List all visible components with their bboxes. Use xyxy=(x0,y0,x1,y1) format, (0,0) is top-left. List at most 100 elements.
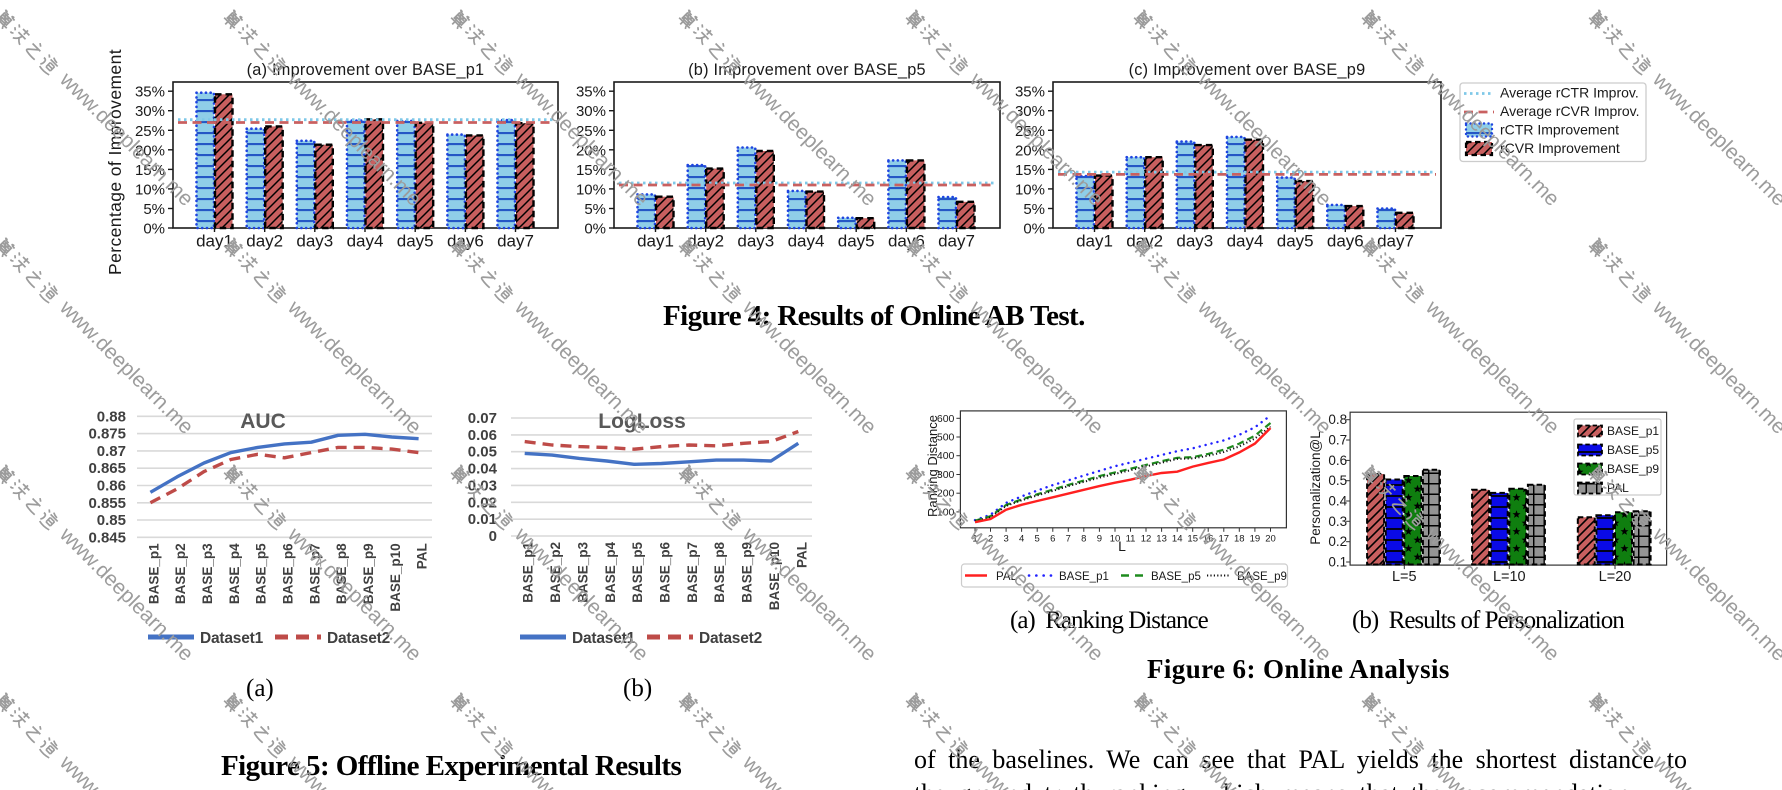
svg-text:BASE_p10: BASE_p10 xyxy=(767,542,782,610)
svg-text:PAL: PAL xyxy=(996,571,1017,583)
svg-text:600: 600 xyxy=(937,413,955,425)
svg-text:15: 15 xyxy=(1187,533,1198,544)
svg-text:BASE_p9: BASE_p9 xyxy=(361,543,376,604)
svg-text:day3: day3 xyxy=(737,232,774,251)
svg-text:0.7: 0.7 xyxy=(1328,433,1347,448)
svg-text:www.deeplearn.me: www.deeplearn.me xyxy=(737,523,880,666)
svg-text:15%: 15% xyxy=(135,162,165,179)
svg-text:0%: 0% xyxy=(1023,221,1045,238)
svg-text:BASE_p3: BASE_p3 xyxy=(200,543,215,604)
svg-text:www.deeplearn.me: www.deeplearn.me xyxy=(1647,296,1782,439)
svg-text:0.1: 0.1 xyxy=(1328,555,1347,570)
svg-text:(b) Improvement over BASE_p5: (b) Improvement over BASE_p5 xyxy=(688,61,926,79)
svg-text:L=5: L=5 xyxy=(1392,569,1417,585)
svg-text:BASE_p10: BASE_p10 xyxy=(388,543,403,611)
svg-text:0: 0 xyxy=(489,528,497,545)
svg-text:12: 12 xyxy=(1141,533,1152,544)
svg-text:Dataset2: Dataset2 xyxy=(699,630,762,647)
svg-text:BASE_p1: BASE_p1 xyxy=(521,542,536,603)
svg-text:0.5: 0.5 xyxy=(1328,473,1347,488)
svg-text:L=10: L=10 xyxy=(1493,569,1526,585)
svg-text:Dataset1: Dataset1 xyxy=(200,630,264,647)
svg-text:400: 400 xyxy=(937,450,955,462)
svg-text:35%: 35% xyxy=(1015,84,1045,101)
svg-text:18: 18 xyxy=(1234,533,1245,544)
svg-text:www.deeplearn.me: www.deeplearn.me xyxy=(964,68,1107,211)
svg-text:3: 3 xyxy=(1003,533,1008,544)
svg-text:15%: 15% xyxy=(576,162,606,179)
svg-text:L=20: L=20 xyxy=(1599,569,1632,585)
svg-text:BASE_p7: BASE_p7 xyxy=(685,542,700,603)
svg-text:www.deeplearn.me: www.deeplearn.me xyxy=(509,523,652,666)
svg-text:day6: day6 xyxy=(1327,232,1364,251)
svg-text:0.865: 0.865 xyxy=(88,460,126,477)
svg-text:www.deeplearn.me: www.deeplearn.me xyxy=(1420,523,1563,666)
svg-text:www.deeplearn.me: www.deeplearn.me xyxy=(282,68,425,211)
svg-text:day4: day4 xyxy=(347,232,384,251)
svg-text:day5: day5 xyxy=(397,232,434,251)
svg-text:BASE_p5: BASE_p5 xyxy=(254,543,269,604)
svg-text:10%: 10% xyxy=(135,181,165,198)
svg-text:0.04: 0.04 xyxy=(468,461,498,478)
svg-text:25%: 25% xyxy=(135,123,165,140)
svg-text:day7: day7 xyxy=(938,232,975,251)
svg-text:BASE_p4: BASE_p4 xyxy=(603,542,618,603)
svg-text:www.deeplearn.me: www.deeplearn.me xyxy=(54,296,197,439)
svg-text:BASE_p1: BASE_p1 xyxy=(1059,571,1109,583)
svg-text:BASE_p9: BASE_p9 xyxy=(740,542,755,603)
svg-text:www.deeplearn.me: www.deeplearn.me xyxy=(54,523,197,666)
svg-text:BASE_p8: BASE_p8 xyxy=(712,542,727,603)
svg-text:www.deeplearn.me: www.deeplearn.me xyxy=(282,523,425,666)
svg-text:500: 500 xyxy=(937,432,955,444)
svg-text:15%: 15% xyxy=(1015,162,1045,179)
svg-text:day1: day1 xyxy=(196,232,233,251)
svg-text:(a) Improvement over BASE_p1: (a) Improvement over BASE_p1 xyxy=(247,61,485,79)
svg-text:BASE_p5: BASE_p5 xyxy=(1607,443,1659,457)
svg-text:BASE_p6: BASE_p6 xyxy=(281,543,296,604)
svg-text:www.deeplearn.me: www.deeplearn.me xyxy=(1420,68,1563,211)
svg-text:17: 17 xyxy=(1219,533,1230,544)
svg-text:LogLoss: LogLoss xyxy=(598,410,686,433)
svg-text:35%: 35% xyxy=(576,84,606,101)
svg-text:0.4: 0.4 xyxy=(1328,494,1347,509)
svg-text:20%: 20% xyxy=(135,142,165,159)
svg-text:BASE_p2: BASE_p2 xyxy=(173,543,188,604)
svg-text:BASE_p4: BASE_p4 xyxy=(227,543,242,604)
svg-text:day7: day7 xyxy=(497,232,534,251)
svg-text:6: 6 xyxy=(1050,533,1055,544)
svg-text:day3: day3 xyxy=(296,232,333,251)
svg-text:5%: 5% xyxy=(1023,201,1045,218)
svg-text:day4: day4 xyxy=(1227,232,1264,251)
svg-text:PAL: PAL xyxy=(415,543,430,569)
svg-text:www.deeplearn.me: www.deeplearn.me xyxy=(1192,751,1335,790)
svg-text:0.87: 0.87 xyxy=(97,443,126,460)
svg-text:www.deeplearn.me: www.deeplearn.me xyxy=(1647,523,1782,666)
svg-text:BASE_p3: BASE_p3 xyxy=(575,542,590,603)
svg-text:0.05: 0.05 xyxy=(468,444,497,461)
svg-text:25%: 25% xyxy=(1015,123,1045,140)
svg-text:7: 7 xyxy=(1066,533,1071,544)
svg-text:day7: day7 xyxy=(1377,232,1414,251)
svg-text:30%: 30% xyxy=(135,103,165,120)
svg-text:1: 1 xyxy=(972,533,977,544)
svg-text:Dataset1: Dataset1 xyxy=(572,630,636,647)
svg-text:www.deeplearn.me: www.deeplearn.me xyxy=(964,751,1107,790)
svg-text:200: 200 xyxy=(937,488,955,500)
svg-text:rCTR Improvement: rCTR Improvement xyxy=(1500,122,1619,138)
svg-text:13: 13 xyxy=(1156,533,1167,544)
svg-text:20: 20 xyxy=(1265,533,1276,544)
svg-text:10%: 10% xyxy=(1015,181,1045,198)
svg-text:0%: 0% xyxy=(143,221,165,238)
svg-text:0.8: 0.8 xyxy=(1328,412,1347,427)
svg-text:BASE_p1: BASE_p1 xyxy=(146,543,161,604)
svg-text:rCVR Improvement: rCVR Improvement xyxy=(1500,140,1620,156)
svg-text:0.06: 0.06 xyxy=(468,427,497,444)
svg-text:L: L xyxy=(1118,538,1126,554)
svg-text:www.deeplearn.me: www.deeplearn.me xyxy=(282,751,425,790)
svg-text:BASE_p7: BASE_p7 xyxy=(307,543,322,604)
svg-text:www.deeplearn.me: www.deeplearn.me xyxy=(54,751,197,790)
svg-text:0%: 0% xyxy=(584,221,606,238)
svg-text:www.deeplearn.me: www.deeplearn.me xyxy=(1192,296,1335,439)
svg-text:Dataset2: Dataset2 xyxy=(327,630,390,647)
svg-text:300: 300 xyxy=(937,469,955,481)
